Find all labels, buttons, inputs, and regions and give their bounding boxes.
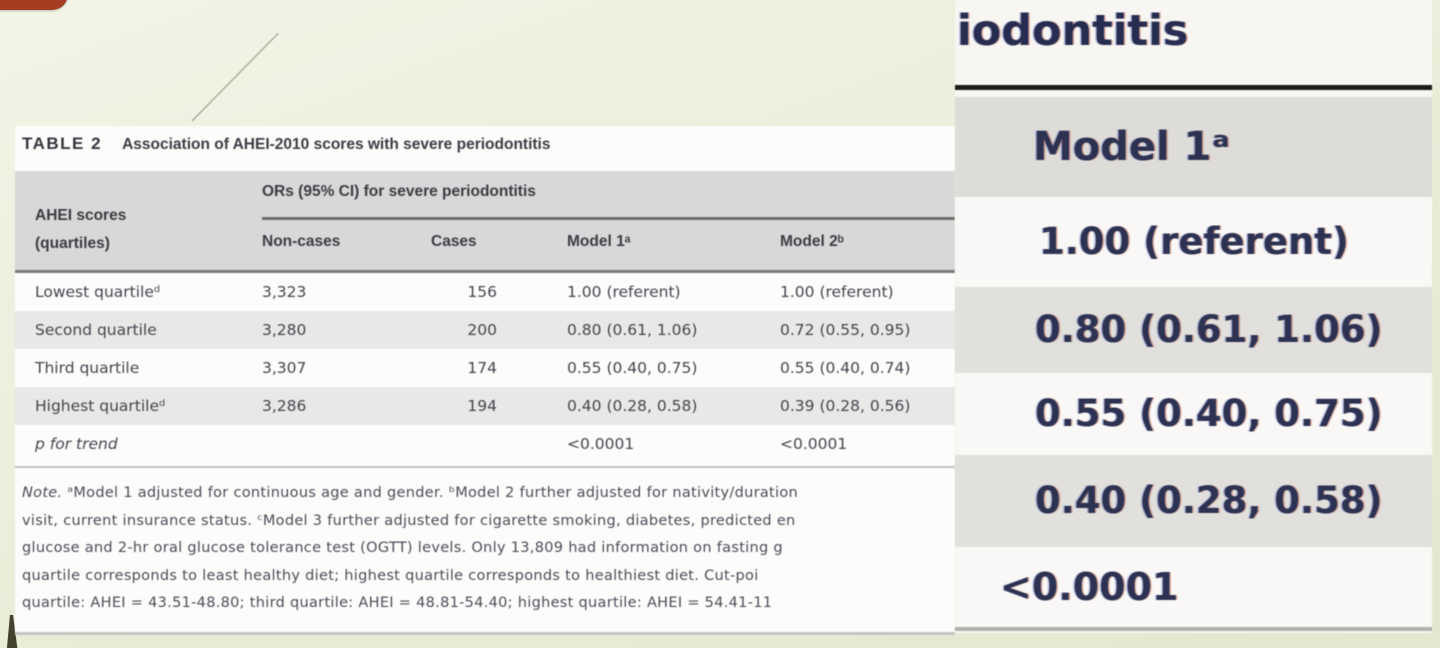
col-header-cases: Cases [431, 233, 477, 250]
column-group-underline [262, 217, 955, 220]
background-diagonal-line [191, 32, 279, 122]
note-line: ᵃModel 1 adjusted for continuous age and… [67, 485, 798, 501]
callout-column-header: Model 1ᵃ [955, 97, 1432, 197]
non-cases-value: 3,280 [262, 321, 307, 339]
callout-value: 0.55 (0.40, 0.75) [955, 373, 1432, 455]
row-label: Second quartile [35, 321, 157, 339]
table-row: Second quartile 3,280 200 0.80 (0.61, 1.… [15, 311, 955, 349]
callout-value: 0.80 (0.61, 1.06) [955, 287, 1432, 373]
model2-value: 0.72 (0.55, 0.95) [780, 321, 911, 339]
model1-value: 0.80 (0.61, 1.06) [567, 321, 698, 339]
row-header-line2: (quartiles) [35, 235, 110, 252]
callout-value: 1.00 (referent) [955, 197, 1432, 287]
header-bottom-rule [15, 270, 955, 273]
table-bottom-rule [15, 632, 955, 635]
note-prefix: Note. [22, 485, 63, 501]
table-title: TABLE 2 Association of AHEI-2010 scores w… [22, 134, 550, 154]
col-header-model1: Model 1ᵃ [567, 233, 631, 250]
callout-value: 0.40 (0.28, 0.58) [955, 455, 1432, 547]
table-body: Lowest quartileᵈ 3,323 156 1.00 (referen… [15, 273, 955, 463]
table-row: Lowest quartileᵈ 3,323 156 1.00 (referen… [15, 273, 955, 311]
col-header-non-cases: Non-cases [262, 233, 341, 250]
column-group-header: ORs (95% CI) for severe periodontitis [262, 183, 536, 200]
callout-top-rule [955, 85, 1432, 90]
non-cases-value: 3,307 [262, 359, 307, 377]
callout-bottom-rule [955, 627, 1432, 631]
row-label: Highest quartileᵈ [35, 397, 166, 415]
note-line: visit, current insurance status. ᶜModel … [22, 512, 796, 529]
bottom-left-artifact [6, 615, 18, 648]
cases-value: 194 [467, 397, 497, 415]
model2-value: 0.55 (0.40, 0.74) [780, 359, 911, 377]
table-row-p-for-trend: p for trend <0.0001 <0.0001 [15, 425, 955, 463]
table-footnote: Note. ᵃModel 1 adjusted for continuous a… [22, 480, 955, 618]
note-line: quartile corresponds to least healthy di… [22, 567, 759, 584]
note-line: quartile: AHEI = 43.51-48.80; third quar… [22, 595, 773, 611]
table-header-block: AHEI scores (quartiles) ORs (95% CI) for… [15, 171, 955, 273]
zoomed-column-callout: iodontitis Model 1ᵃ 1.00 (referent) 0.80… [955, 0, 1432, 633]
table-row: Highest quartileᵈ 3,286 194 0.40 (0.28, … [15, 387, 955, 425]
table-number-label: TABLE 2 [22, 134, 103, 153]
model1-value: 1.00 (referent) [567, 283, 681, 301]
model2-value: <0.0001 [780, 435, 848, 453]
row-header-line1: AHEI scores [35, 207, 127, 224]
footnote-rule [15, 466, 955, 468]
row-label: Third quartile [35, 359, 140, 377]
model1-value: 0.40 (0.28, 0.58) [567, 397, 698, 415]
table-row: Third quartile 3,307 174 0.55 (0.40, 0.7… [15, 349, 955, 387]
journal-table-card: TABLE 2 Association of AHEI-2010 scores w… [15, 126, 955, 635]
cases-value: 156 [467, 283, 497, 301]
table-title-text: Association of AHEI-2010 scores with sev… [122, 136, 551, 153]
row-label: Lowest quartileᵈ [35, 283, 161, 301]
cases-value: 200 [467, 321, 497, 339]
callout-header-fragment: iodontitis [957, 6, 1189, 56]
note-line: glucose and 2-hr oral glucose tolerance … [22, 540, 783, 556]
non-cases-value: 3,286 [262, 397, 307, 415]
model1-value: 0.55 (0.40, 0.75) [567, 359, 698, 377]
col-header-model2: Model 2ᵇ [780, 233, 844, 250]
callout-p-value: <0.0001 [955, 547, 1432, 627]
cases-value: 174 [467, 359, 497, 377]
model2-value: 0.39 (0.28, 0.56) [780, 397, 911, 415]
model2-value: 1.00 (referent) [780, 283, 894, 301]
row-label: p for trend [35, 435, 118, 453]
non-cases-value: 3,323 [262, 283, 307, 301]
model1-value: <0.0001 [567, 435, 635, 453]
slide-corner-accent [0, 0, 68, 10]
